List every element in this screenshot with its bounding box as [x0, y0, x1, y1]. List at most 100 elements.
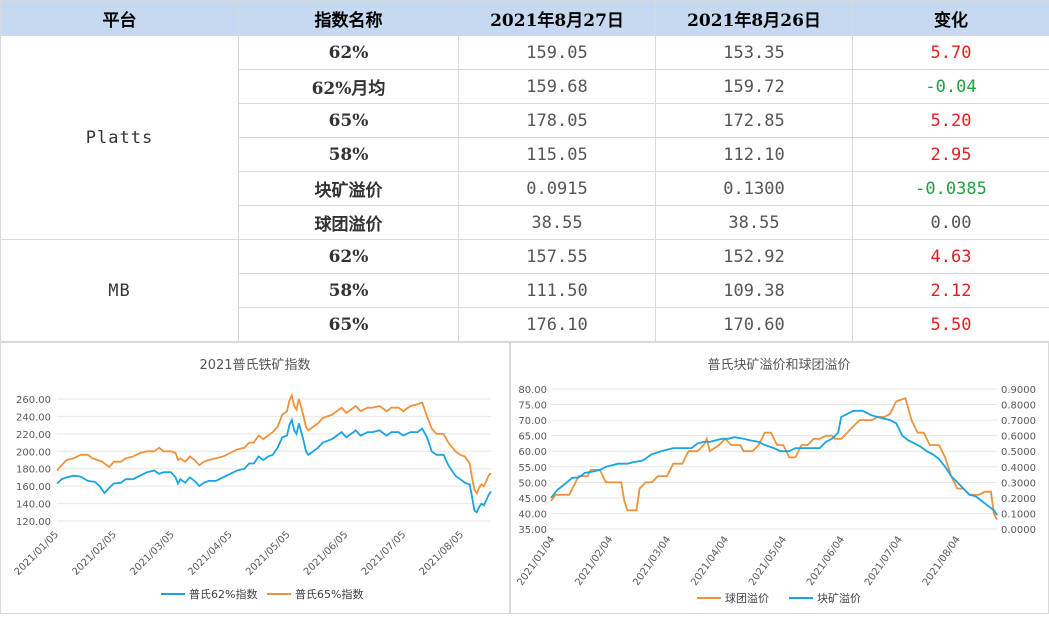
y-tick-label: 260.00 [16, 395, 51, 406]
change-cell: 0.00 [852, 205, 1049, 240]
value-0826-cell: 112.10 [655, 137, 853, 172]
change-cell: 4.63 [852, 239, 1049, 274]
x-tick-label: 2021/08/05 [418, 529, 467, 578]
legend-label: 块矿溢价 [817, 591, 861, 605]
index-name-cell: 58% [238, 273, 459, 308]
value-0827-cell: 178.05 [458, 103, 656, 138]
y-tick-label: 180.00 [16, 465, 51, 476]
chart-title: 2021普氏铁矿指数 [199, 358, 310, 373]
platform-cell: Platts [0, 35, 239, 240]
table-row: 球团溢价 38.55 38.55 0.00 [1, 205, 1049, 240]
change-cell: 5.50 [852, 307, 1049, 342]
legend-label: 普氏62%指数 [189, 587, 257, 601]
value-0826-cell: 170.60 [655, 307, 853, 342]
y-right-tick-label: 0.5000 [1001, 447, 1036, 458]
index-name-cell: 62%月均 [238, 69, 459, 104]
value-0826-cell: 152.92 [655, 239, 853, 274]
y-tick-label: 160.00 [16, 482, 51, 493]
y-left-tick-label: 65.00 [518, 432, 547, 443]
header-date-0827: 2021年8月27日 [458, 0, 656, 36]
y-left-tick-label: 35.00 [518, 525, 547, 536]
legend-label: 球团溢价 [725, 591, 769, 605]
y-right-tick-label: 0.4000 [1001, 463, 1036, 474]
y-tick-label: 200.00 [16, 447, 51, 458]
value-0826-cell: 109.38 [655, 273, 853, 308]
header-date-0826: 2021年8月26日 [655, 0, 853, 36]
table-row: 65% 176.10 170.60 5.50 [1, 307, 1049, 342]
y-tick-label: 220.00 [16, 430, 51, 441]
legend-label: 普氏65%指数 [295, 587, 363, 601]
chart-panel-iron-ore-index: 2021普氏铁矿指数 120.00 140.00 160.00 180.00 200.00… [0, 342, 510, 614]
y-left-tick-label: 55.00 [518, 463, 547, 474]
x-tick-label: 2021/07/05 [360, 529, 409, 578]
price-table: 平台 指数名称 2021年8月27日 2021年8月26日 变化 Platts 6… [0, 0, 1049, 342]
change-cell: 5.20 [852, 103, 1049, 138]
y-right-tick-label: 0.1000 [1001, 509, 1036, 520]
platform-cell: MB [0, 239, 239, 342]
y-left-tick-label: 80.00 [518, 385, 547, 396]
index-name-cell: 65% [238, 307, 459, 342]
y-right-tick-label: 0.8000 [1001, 401, 1036, 412]
value-0827-cell: 159.68 [458, 69, 656, 104]
value-0827-cell: 157.55 [458, 239, 656, 274]
value-0826-cell: 153.35 [655, 35, 853, 70]
series-line-0 [550, 397, 998, 521]
header-change: 变化 [852, 0, 1049, 36]
index-name-cell: 65% [238, 103, 459, 138]
x-tick-label: 2021/02/05 [70, 529, 119, 578]
y-tick-label: 140.00 [16, 500, 51, 511]
index-name-cell: 球团溢价 [238, 205, 459, 240]
y-right-tick-label: 0.9000 [1001, 385, 1036, 396]
value-0827-cell: 159.05 [458, 35, 656, 70]
table-row: Platts 62% 159.05 153.35 5.70 [0, 35, 1049, 240]
change-cell: 5.70 [852, 35, 1049, 70]
change-cell: 2.95 [852, 137, 1049, 172]
x-tick-label: 2021/07/04 [863, 534, 905, 588]
change-cell: 2.12 [852, 273, 1049, 308]
y-left-tick-label: 70.00 [518, 416, 547, 427]
y-right-tick-label: 0.7000 [1001, 416, 1036, 427]
y-tick-label: 240.00 [16, 412, 51, 423]
y-right-tick-label: 0.3000 [1001, 478, 1036, 489]
table-row: 62%月均 159.68 159.72 -0.04 [1, 69, 1049, 104]
y-left-tick-label: 50.00 [518, 478, 547, 489]
change-cell: -0.04 [852, 69, 1049, 104]
y-left-tick-label: 45.00 [518, 494, 547, 505]
x-tick-label: 2021/06/05 [302, 529, 351, 578]
header-index-name: 指数名称 [238, 0, 459, 36]
x-tick-label: 2021/06/04 [805, 534, 847, 588]
value-0827-cell: 111.50 [458, 273, 656, 308]
x-tick-label: 2021/05/05 [244, 529, 293, 578]
chart-premium: 普氏块矿溢价和球团溢价 35.00 40.00 45.00 50.00 55.00 60.0… [515, 358, 1036, 605]
x-tick-label: 2021/03/05 [128, 529, 177, 578]
table-header-row: 平台 指数名称 2021年8月27日 2021年8月26日 变化 [0, 0, 1049, 36]
series-line-0 [56, 417, 492, 514]
series-line-1 [550, 409, 998, 516]
x-tick-label: 2021/04/05 [186, 529, 235, 578]
y-left-tick-label: 40.00 [518, 509, 547, 520]
x-tick-label: 2021/08/04 [921, 534, 963, 588]
table-row: 65% 178.05 172.85 5.20 [1, 103, 1049, 138]
x-tick-label: 2021/01/05 [13, 529, 62, 578]
table-row: 块矿溢价 0.0915 0.1300 -0.0385 [1, 171, 1049, 206]
y-left-tick-label: 75.00 [518, 401, 547, 412]
table-body: Platts 62% 159.05 153.35 5.70 62%月均 159.68 159.… [0, 35, 1049, 342]
x-tick-label: 2021/03/04 [631, 534, 673, 588]
x-tick-label: 2021/02/04 [573, 534, 615, 588]
x-tick-label: 2021/01/04 [515, 534, 557, 588]
chart-title: 普氏块矿溢价和球团溢价 [707, 358, 850, 373]
value-0826-cell: 159.72 [655, 69, 853, 104]
value-0827-cell: 0.0915 [458, 171, 656, 206]
y-right-tick-label: 0.2000 [1001, 494, 1036, 505]
value-0826-cell: 172.85 [655, 103, 853, 138]
y-right-tick-label: 0.0000 [1001, 525, 1036, 536]
change-cell: -0.0385 [852, 171, 1049, 206]
table-row: 58% 111.50 109.38 2.12 [1, 273, 1049, 308]
index-name-cell: 块矿溢价 [238, 171, 459, 206]
index-name-cell: 62% [238, 239, 459, 274]
x-tick-label: 2021/04/04 [689, 534, 731, 588]
table-row: MB 62% 157.55 152.92 4.63 [0, 239, 1049, 342]
index-name-cell: 58% [238, 137, 459, 172]
y-tick-label: 120.00 [16, 517, 51, 528]
